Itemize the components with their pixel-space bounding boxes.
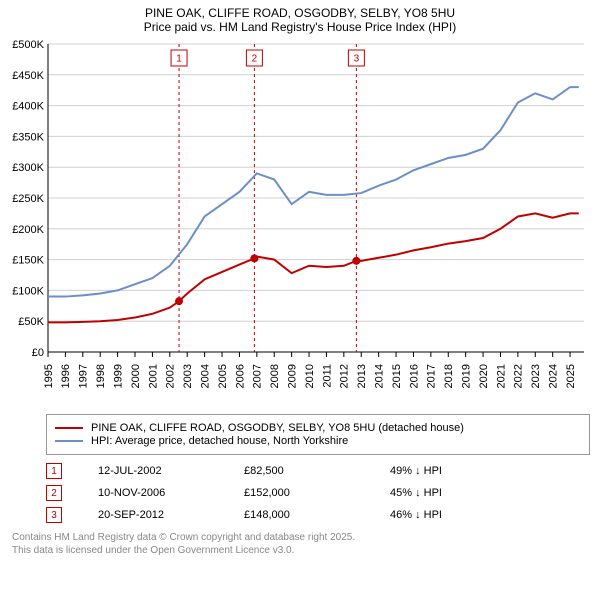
- svg-text:3: 3: [354, 54, 360, 65]
- event-price: £152,000: [244, 487, 354, 499]
- svg-text:2012: 2012: [339, 364, 351, 388]
- legend: PINE OAK, CLIFFE ROAD, OSGODBY, SELBY, Y…: [46, 414, 590, 455]
- svg-text:£250K: £250K: [12, 193, 44, 205]
- event-row: 3 20-SEP-2012 £148,000 46% ↓ HPI: [46, 507, 590, 523]
- svg-text:2010: 2010: [304, 364, 316, 388]
- svg-text:2017: 2017: [426, 364, 438, 388]
- svg-text:1997: 1997: [78, 364, 90, 388]
- legend-label: PINE OAK, CLIFFE ROAD, OSGODBY, SELBY, Y…: [91, 422, 464, 434]
- chart-subtitle: Price paid vs. HM Land Registry's House …: [0, 20, 600, 34]
- event-row: 2 10-NOV-2006 £152,000 45% ↓ HPI: [46, 485, 590, 501]
- svg-text:2016: 2016: [408, 364, 420, 388]
- event-date: 20-SEP-2012: [98, 509, 208, 521]
- svg-text:2019: 2019: [461, 364, 473, 388]
- svg-text:2005: 2005: [217, 364, 229, 388]
- svg-text:2006: 2006: [234, 364, 246, 388]
- svg-text:£450K: £450K: [12, 70, 44, 82]
- svg-text:2004: 2004: [199, 364, 211, 388]
- svg-text:2003: 2003: [182, 364, 194, 388]
- chart-plot-area: £0 £50K £100K £150K £200K £250K £300K £350K £400…: [6, 36, 590, 406]
- svg-text:2009: 2009: [286, 364, 298, 388]
- legend-label: HPI: Average price, detached house, Nort…: [91, 435, 348, 447]
- event-price: £148,000: [244, 509, 354, 521]
- svg-text:2018: 2018: [443, 364, 455, 388]
- svg-text:1999: 1999: [112, 364, 124, 388]
- svg-text:£200K: £200K: [12, 224, 44, 236]
- footer-line: This data is licensed under the Open Gov…: [12, 544, 590, 557]
- legend-swatch-hpi: [55, 440, 83, 442]
- footer-attribution: Contains HM Land Registry data © Crown c…: [12, 531, 590, 557]
- legend-item-hpi: HPI: Average price, detached house, Nort…: [55, 435, 581, 447]
- svg-text:2023: 2023: [530, 364, 542, 388]
- event-delta: 45% ↓ HPI: [390, 487, 500, 499]
- svg-text:2020: 2020: [478, 364, 490, 388]
- event-delta: 49% ↓ HPI: [390, 465, 500, 477]
- event-marker: 2: [46, 485, 62, 501]
- svg-text:2024: 2024: [548, 364, 560, 388]
- event-marker: 1: [46, 463, 62, 479]
- svg-text:2: 2: [252, 54, 258, 65]
- svg-text:£500K: £500K: [12, 39, 44, 51]
- svg-text:1996: 1996: [60, 364, 72, 388]
- svg-text:2022: 2022: [513, 364, 525, 388]
- svg-text:1: 1: [176, 54, 182, 65]
- svg-text:2008: 2008: [269, 364, 281, 388]
- svg-text:2025: 2025: [565, 364, 577, 388]
- event-price: £82,500: [244, 465, 354, 477]
- svg-text:2002: 2002: [165, 364, 177, 388]
- event-marker: 3: [46, 507, 62, 523]
- svg-text:2011: 2011: [321, 364, 333, 388]
- svg-text:£100K: £100K: [12, 285, 44, 297]
- svg-text:1995: 1995: [43, 364, 55, 388]
- svg-text:£350K: £350K: [12, 131, 44, 143]
- svg-text:£150K: £150K: [12, 255, 44, 267]
- svg-text:2000: 2000: [130, 364, 142, 388]
- svg-text:2007: 2007: [252, 364, 264, 388]
- event-date: 12-JUL-2002: [98, 465, 208, 477]
- footer-line: Contains HM Land Registry data © Crown c…: [12, 531, 590, 544]
- legend-item-price-paid: PINE OAK, CLIFFE ROAD, OSGODBY, SELBY, Y…: [55, 422, 581, 434]
- svg-text:2001: 2001: [147, 364, 159, 388]
- svg-text:£300K: £300K: [12, 162, 44, 174]
- svg-text:2013: 2013: [356, 364, 368, 388]
- svg-text:2015: 2015: [391, 364, 403, 388]
- svg-text:1998: 1998: [95, 364, 107, 388]
- line-chart: £0 £50K £100K £150K £200K £250K £300K £350K £400…: [6, 36, 590, 406]
- svg-text:£50K: £50K: [18, 316, 44, 328]
- event-delta: 46% ↓ HPI: [390, 509, 500, 521]
- svg-text:2014: 2014: [373, 364, 385, 388]
- svg-text:£400K: £400K: [12, 101, 44, 113]
- event-row: 1 12-JUL-2002 £82,500 49% ↓ HPI: [46, 463, 590, 479]
- chart-title: PINE OAK, CLIFFE ROAD, OSGODBY, SELBY, Y…: [0, 6, 600, 20]
- events-table: 1 12-JUL-2002 £82,500 49% ↓ HPI 2 10-NOV-2006…: [46, 463, 590, 523]
- legend-swatch-price-paid: [55, 427, 83, 429]
- svg-text:£0: £0: [32, 347, 44, 359]
- event-date: 10-NOV-2006: [98, 487, 208, 499]
- svg-text:2021: 2021: [495, 364, 507, 388]
